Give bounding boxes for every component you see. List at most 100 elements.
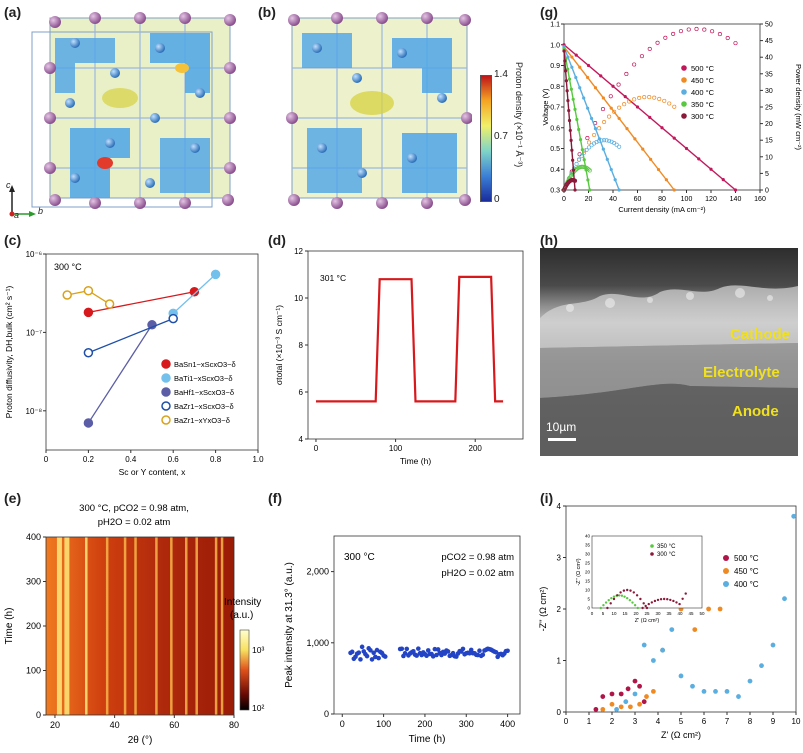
impedance-point-1 bbox=[600, 707, 606, 712]
power-point-2 bbox=[604, 138, 609, 143]
y-left-tick-label: 0.8 bbox=[550, 84, 560, 91]
atoms-b bbox=[286, 12, 472, 209]
inset-point-350 bbox=[602, 603, 605, 607]
x-tick-label: 400 bbox=[500, 719, 515, 729]
x-tick-label: 20 bbox=[50, 720, 60, 730]
inset-point-300 bbox=[629, 589, 632, 592]
inset-y-tick-label: 40 bbox=[585, 534, 591, 539]
panel-label-i: (i) bbox=[540, 490, 554, 506]
inset-point-300b bbox=[659, 598, 663, 601]
impedance-point-2 bbox=[736, 694, 741, 699]
peak-intensity-point bbox=[435, 647, 441, 652]
peak-intensity-point bbox=[358, 657, 363, 662]
peak-intensity-point bbox=[369, 657, 375, 662]
iv-point-4 bbox=[573, 188, 577, 192]
sem-anode-label: Anode bbox=[732, 403, 779, 420]
inset-point-300b bbox=[678, 602, 681, 606]
legend-label-2: BaHf1−xScxO3−δ bbox=[174, 388, 234, 397]
power-point-1 bbox=[617, 105, 622, 110]
iv-line-1 bbox=[563, 46, 675, 191]
peak-intensity-point bbox=[445, 649, 451, 654]
peak-intensity-point bbox=[480, 652, 486, 658]
inset-point-350 bbox=[618, 594, 621, 597]
power-point-0 bbox=[624, 71, 629, 77]
y-tick-label: 12 bbox=[294, 247, 303, 256]
peak-intensity-point bbox=[414, 653, 419, 658]
inset-point-350 bbox=[610, 596, 613, 600]
peak-intensity-point bbox=[425, 648, 431, 653]
sem-electrolyte-label: Electrolyte bbox=[703, 364, 780, 381]
inset-y-tick-label: 20 bbox=[585, 570, 591, 575]
legend-label-0: BaSn1−xScxO3−δ bbox=[174, 360, 236, 369]
xrd-peak-band bbox=[56, 537, 62, 715]
impedance-point-2 bbox=[724, 689, 730, 694]
power-point-1 bbox=[602, 120, 607, 125]
inset-point-300 bbox=[612, 597, 616, 601]
sem-scale-label: 10µm bbox=[546, 420, 577, 434]
power-point-1 bbox=[612, 109, 617, 114]
y-right-tick-label: 20 bbox=[765, 121, 773, 128]
inset-legend-label-0: 350 °C bbox=[657, 544, 676, 550]
inset-y-tick-label: 10 bbox=[585, 588, 591, 593]
inset-x-tick-label: 25 bbox=[644, 611, 650, 616]
y-tick-label: 10⁻⁶ bbox=[26, 250, 42, 259]
x-tick-label: 10 bbox=[792, 717, 801, 726]
inset-y-tick-label: 5 bbox=[587, 597, 590, 602]
x-tick-label: 9 bbox=[771, 717, 776, 726]
impedance-point-2 bbox=[782, 596, 787, 602]
inset-x-tick-label: 10 bbox=[611, 611, 617, 616]
chart-g-fuel-cell-iv: 0 20 40 60 80 100 120 140 1600.30.40.50.60.70.80… bbox=[541, 22, 803, 215]
y-tick-label: 10⁻⁷ bbox=[26, 328, 42, 337]
y-left-tick-label: 0.3 bbox=[550, 188, 560, 195]
axis-b-label: b bbox=[38, 206, 44, 216]
power-point-1 bbox=[607, 114, 612, 119]
inset-x-axis-label: Z' (Ω cm²) bbox=[635, 618, 660, 624]
colorbar-label: Intensity bbox=[224, 597, 261, 608]
y-axis-label: Peak intensity at 31.3° (a.u.) bbox=[284, 562, 295, 688]
data-point-3 bbox=[83, 348, 94, 358]
xrd-peak-band bbox=[123, 537, 127, 715]
y-axis-label: Proton diffusivity, DH,bulk (cm² s⁻¹) bbox=[4, 286, 14, 419]
x-axis-label: Time (h) bbox=[409, 734, 446, 745]
inset-y-tick-label: 30 bbox=[585, 552, 591, 557]
power-point-4 bbox=[572, 178, 578, 183]
power-point-2 bbox=[576, 157, 582, 162]
impedance-point-2 bbox=[641, 642, 647, 648]
y-left-tick-label: 1.0 bbox=[550, 42, 560, 49]
xrd-peak-band bbox=[64, 537, 70, 715]
plot-frame bbox=[45, 253, 259, 451]
impedance-point-2 bbox=[701, 689, 707, 694]
peak-intensity-point bbox=[416, 646, 421, 651]
series-line-1 bbox=[172, 273, 217, 314]
legend-marker-2 bbox=[681, 89, 687, 95]
inset-point-300 bbox=[626, 588, 629, 592]
condition-co2: pCO2 = 0.98 atm bbox=[441, 552, 514, 563]
power-point-0 bbox=[694, 26, 699, 32]
data-point-4 bbox=[83, 285, 94, 296]
xrd-peak-band bbox=[105, 537, 109, 715]
power-point-2 bbox=[594, 140, 599, 145]
crystal-structure-b bbox=[286, 12, 472, 209]
x-tick-label: 0.6 bbox=[168, 455, 180, 464]
y-left-axis-label: Voltage (V) bbox=[541, 88, 550, 126]
power-point-0 bbox=[671, 31, 676, 36]
impedance-point-0 bbox=[609, 691, 615, 697]
peak-intensity-point bbox=[434, 652, 439, 658]
inset-point-350 bbox=[612, 595, 616, 598]
series-line-3 bbox=[88, 317, 174, 354]
inset-point-300b bbox=[666, 598, 669, 601]
impedance-point-2 bbox=[614, 707, 619, 712]
impedance-point-2 bbox=[660, 647, 665, 653]
legend-label-1: 450 °C bbox=[691, 76, 715, 85]
peak-intensity-point bbox=[349, 649, 355, 655]
chart-e-xrd-heatmap: 300 °C, pCO2 = 0.98 atm, pH2O = 0.02 atm 2… bbox=[4, 503, 264, 746]
inset-legend-marker-1 bbox=[650, 552, 654, 556]
inset-legend-label-1: 300 °C bbox=[657, 552, 676, 558]
colorbar-tick-high: 10³ bbox=[252, 645, 264, 655]
inset-frame bbox=[591, 535, 703, 609]
inset-point-300b bbox=[681, 597, 684, 600]
y-right-tick-label: 10 bbox=[765, 154, 773, 161]
legend-label-4: BaZr1−xYxO3−δ bbox=[174, 416, 230, 425]
y-right-tick-label: 15 bbox=[765, 138, 773, 145]
y-axis-label: σtotal (×10⁻³ S cm⁻¹) bbox=[274, 305, 284, 385]
